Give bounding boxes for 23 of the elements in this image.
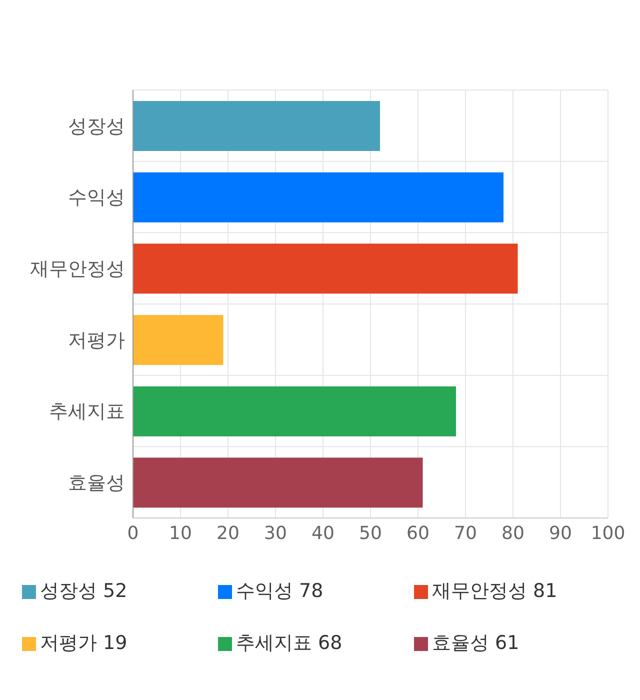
legend-label: 효율성 61 — [432, 632, 520, 654]
x-tick-label: 20 — [216, 522, 240, 544]
legend-label: 저평가 19 — [40, 632, 128, 654]
x-tick-label: 0 — [127, 522, 139, 544]
x-tick-label: 40 — [312, 522, 334, 544]
y-tick-label: 성장성 — [68, 115, 125, 138]
y-tick-label: 재무안정성 — [30, 258, 125, 280]
x-tick-label: 30 — [264, 522, 287, 544]
y-tick-label: 효율성 — [68, 472, 125, 494]
legend-label: 성장성 52 — [40, 580, 128, 602]
x-tick-label: 90 — [549, 522, 572, 544]
x-tick-label: 80 — [502, 522, 524, 544]
y-tick-label: 저평가 — [68, 329, 125, 352]
legend-label: 수익성 78 — [236, 580, 324, 602]
y-tick-label: 수익성 — [68, 186, 125, 209]
x-tick-label: 10 — [169, 522, 192, 544]
legend-label: 재무안정성 81 — [432, 580, 558, 602]
legend-label: 추세지표 68 — [236, 632, 342, 654]
x-tick-label: 70 — [454, 522, 477, 544]
x-tick-label: 50 — [359, 522, 382, 544]
x-tick-label: 60 — [406, 522, 430, 544]
y-tick-label: 추세지표 — [49, 400, 125, 423]
x-tick-label: 100 — [590, 522, 626, 544]
